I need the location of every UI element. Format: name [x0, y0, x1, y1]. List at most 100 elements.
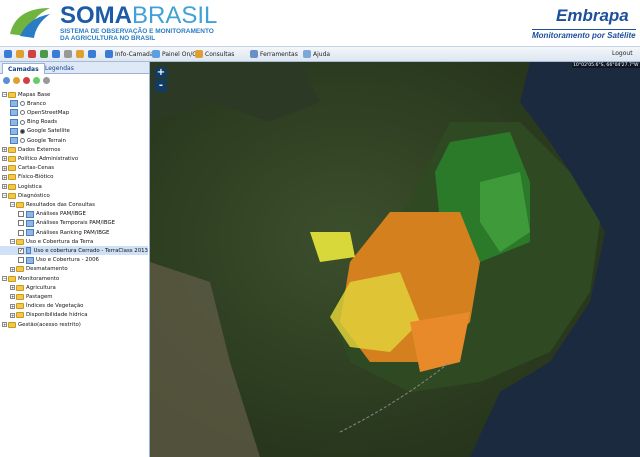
folder-icon: [8, 275, 16, 282]
tab[interactable]: Legendas: [45, 65, 74, 72]
toggle[interactable]: −: [2, 92, 7, 97]
tree-node[interactable]: − Resultados das Consultas: [0, 200, 148, 209]
zoom-out[interactable]: -: [155, 80, 167, 92]
node-label: Pastagem: [26, 293, 53, 300]
icon[interactable]: [43, 77, 50, 84]
tool-icon[interactable]: [28, 50, 36, 58]
icon[interactable]: [13, 77, 20, 84]
map[interactable]: [150, 62, 640, 457]
logout[interactable]: Logout: [612, 50, 633, 57]
tree-node[interactable]: Bing Roads: [0, 118, 148, 127]
tree-node[interactable]: − Monitoramento: [0, 274, 148, 283]
tree-node[interactable]: + Gestão(acesso restrito): [0, 320, 148, 329]
tree-node[interactable]: Análises PAM/IBGE: [0, 210, 148, 219]
folder-icon: [8, 165, 16, 172]
node-label: Branco: [27, 100, 46, 107]
tree-node[interactable]: Google Satellite: [0, 127, 148, 136]
radio[interactable]: [20, 119, 25, 125]
tree-node[interactable]: Análises Temporais PAM/IBGE: [0, 219, 148, 228]
radio[interactable]: [20, 110, 25, 116]
tree-node[interactable]: + Índices de Vegetação: [0, 302, 148, 311]
tree-node[interactable]: OpenStreetMap: [0, 108, 148, 117]
button-label: Painel On/Off: [162, 50, 202, 58]
toggle[interactable]: +: [10, 266, 15, 272]
node-label: Uso e Cobertura da Terra: [26, 238, 94, 245]
icon[interactable]: [3, 77, 10, 84]
tool-icon[interactable]: [4, 50, 12, 58]
tool-icon[interactable]: [64, 50, 72, 58]
node-label: Agricultura: [26, 284, 56, 291]
tree-node[interactable]: + Dados Externos: [0, 145, 148, 154]
header: SOMABRASIL SISTEMA DE OBSERVAÇÃO E MONIT…: [0, 0, 640, 45]
panel-icons: [0, 74, 149, 87]
tree-node[interactable]: − Diagnóstico: [0, 191, 148, 200]
zoom-in[interactable]: +: [155, 67, 167, 79]
title-bold: SOMA: [60, 2, 132, 29]
folder-icon: [16, 238, 24, 245]
tool-icon[interactable]: [52, 50, 60, 58]
checkbox[interactable]: [18, 220, 24, 227]
button-label: Consultas: [205, 50, 235, 58]
radio[interactable]: [20, 128, 25, 134]
toggle[interactable]: +: [10, 312, 15, 318]
toggle[interactable]: +: [2, 147, 7, 153]
toggle[interactable]: +: [2, 184, 7, 189]
toolbar-button[interactable]: Ferramentas: [250, 50, 298, 58]
tree-node[interactable]: − Mapas Base: [0, 90, 148, 99]
tree-node[interactable]: + Político Administrativo: [0, 154, 148, 163]
tool-icon[interactable]: [88, 50, 96, 58]
radio[interactable]: [20, 101, 25, 107]
toggle[interactable]: −: [2, 193, 7, 199]
icon[interactable]: [23, 77, 30, 84]
tool-icon[interactable]: [76, 50, 84, 58]
icon[interactable]: [33, 77, 40, 84]
tree-node[interactable]: Uso e Cobertura - 2006: [0, 256, 148, 265]
tool-icon[interactable]: [16, 50, 24, 58]
tree-node[interactable]: + Desmatamento: [0, 265, 148, 274]
toolbar-button[interactable]: Info-Camada: [105, 50, 154, 58]
node-label: OpenStreetMap: [27, 109, 70, 116]
toolbar-button[interactable]: Painel On/Off: [152, 50, 201, 58]
tree-node[interactable]: Análises Ranking PAM/IBGE: [0, 228, 148, 237]
tab[interactable]: Camadas: [2, 63, 45, 74]
folder-icon: [16, 312, 24, 319]
checkbox[interactable]: [18, 229, 24, 236]
tree-node[interactable]: + Agricultura: [0, 283, 148, 292]
node-label: Físico-Biótico: [18, 174, 54, 181]
checkbox[interactable]: [18, 257, 24, 264]
folder-icon: [16, 266, 24, 273]
layer-icon: [26, 210, 34, 218]
tree-node[interactable]: + Físico-Biótico: [0, 173, 148, 182]
checkbox[interactable]: ✓: [18, 247, 24, 254]
toggle[interactable]: +: [2, 174, 7, 180]
tree-node[interactable]: Branco: [0, 99, 148, 108]
toggle[interactable]: +: [10, 285, 15, 291]
radio[interactable]: [20, 138, 25, 143]
toolbar-button[interactable]: Ajuda: [303, 50, 330, 58]
tree-node[interactable]: − Uso e Cobertura da Terra: [0, 237, 148, 246]
toggle[interactable]: −: [10, 239, 15, 245]
toggle[interactable]: +: [2, 322, 7, 327]
tree-node[interactable]: ✓ Uso e cobertura Cerrado - TerraClass 20…: [0, 246, 148, 256]
layer-icon: [10, 127, 18, 135]
tree-node[interactable]: Google Terrain: [0, 136, 148, 145]
tool-icon[interactable]: [40, 50, 48, 58]
toolbar-button[interactable]: Consultas: [195, 50, 234, 58]
button-label: Ferramentas: [260, 50, 298, 58]
toggle[interactable]: −: [10, 202, 15, 208]
node-label: Mapas Base: [18, 91, 51, 98]
node-label: Bing Roads: [27, 119, 58, 126]
node-label: Análises Ranking PAM/IBGE: [36, 229, 110, 236]
tree-node[interactable]: + Logística: [0, 182, 148, 191]
toggle[interactable]: −: [2, 276, 7, 281]
tree-node[interactable]: + Disponibilidade hídrica: [0, 311, 148, 320]
tree-node[interactable]: + Cartas-Cenas: [0, 164, 148, 173]
partner-tagline: Monitoramento por Satélite: [532, 29, 636, 40]
tree-node[interactable]: + Pastagem: [0, 292, 148, 301]
toggle[interactable]: +: [2, 156, 7, 162]
checkbox[interactable]: [18, 211, 24, 218]
toggle[interactable]: +: [10, 303, 15, 309]
toggle[interactable]: +: [2, 165, 7, 171]
toggle[interactable]: +: [10, 294, 15, 300]
